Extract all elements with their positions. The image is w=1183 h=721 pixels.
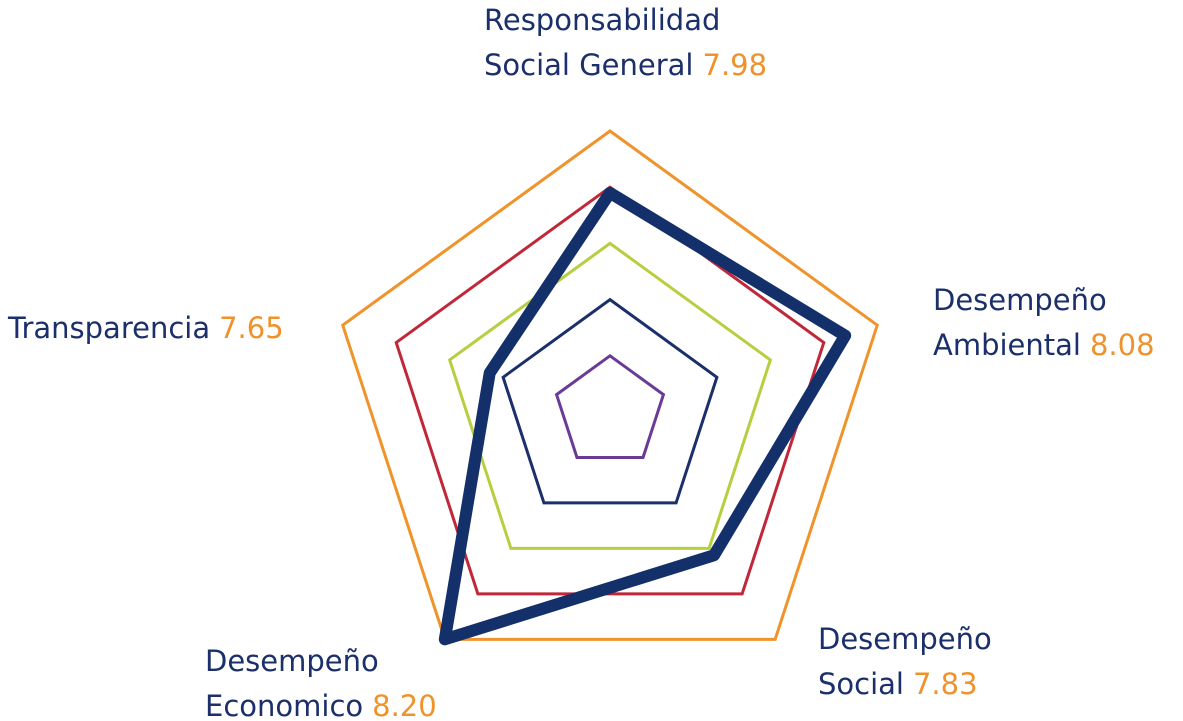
axis-label-line: Responsabilidad <box>484 3 720 37</box>
grid-ring <box>447 241 773 550</box>
value-label: 8.08 <box>1090 328 1155 362</box>
axis-label-line: Desempeño <box>818 622 992 656</box>
grid-ring <box>340 129 880 641</box>
value-label: 8.20 <box>372 689 437 721</box>
axis-label-line: Social General <box>484 48 694 82</box>
axis-label: Transparencia 7.65 <box>7 311 284 345</box>
axis-label: Desempeño Social 7.83 <box>818 622 992 701</box>
axis-label-line: Economico <box>205 689 363 721</box>
axis-label: Responsabilidad Social General 7.98 <box>484 3 767 82</box>
axis-label: Desempeño Ambiental 8.08 <box>933 283 1155 362</box>
axis-label-line: Ambiental <box>933 328 1081 362</box>
value-label: 7.83 <box>913 667 978 701</box>
axis-label-line: Transparencia <box>7 311 210 345</box>
radar-line <box>438 186 852 646</box>
axis-label-line: Social <box>818 667 904 701</box>
value-label: 7.98 <box>703 48 768 82</box>
grid-ring <box>501 297 719 505</box>
axis-label-line: Desempeño <box>205 644 379 678</box>
axis-label-line: Desempeño <box>933 283 1107 317</box>
grid-ring <box>554 353 666 459</box>
value-label: 7.65 <box>219 311 284 345</box>
axis-label: Desempeño Economico 8.20 <box>205 644 437 721</box>
